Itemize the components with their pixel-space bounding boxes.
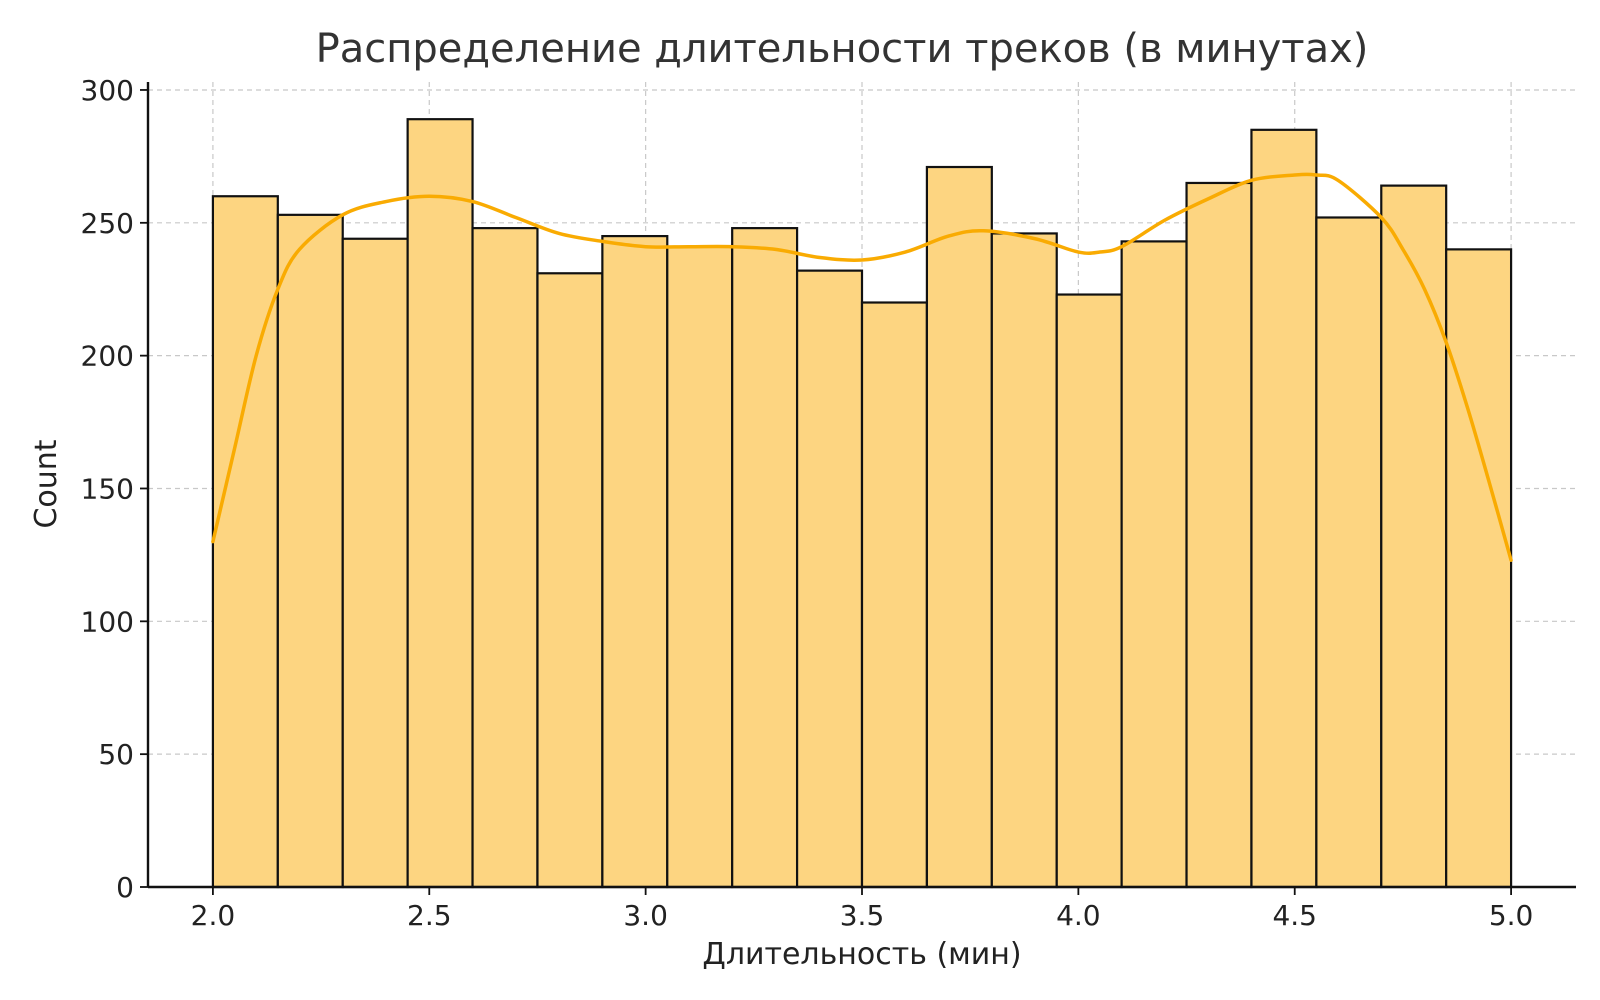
histogram-bar [666, 245, 734, 889]
histogram-bar [601, 234, 669, 889]
x-tick-label: 4.5 [1272, 899, 1317, 932]
y-tick-label: 250 [81, 207, 134, 240]
histogram-bar [1185, 181, 1253, 889]
histogram-bar [795, 269, 864, 889]
histogram-bar [1250, 128, 1318, 889]
histogram-bar [1380, 184, 1448, 889]
y-axis-label: Count [29, 439, 64, 528]
chart-title: Распределение длительности треков (в мин… [316, 26, 1369, 72]
histogram-bar [211, 195, 279, 889]
x-tick-label: 2.0 [191, 899, 236, 932]
x-tick-label: 5.0 [1489, 899, 1534, 932]
histogram-bar [1120, 240, 1188, 889]
x-tick-label: 3.0 [623, 899, 668, 932]
histogram-bar [341, 237, 409, 889]
x-tick-label: 3.5 [840, 899, 885, 932]
x-tick-label: 2.5 [407, 899, 452, 932]
histogram-bar [925, 165, 993, 889]
histogram-bar [471, 227, 539, 889]
x-tick-label: 4.0 [1056, 899, 1101, 932]
y-tick-label: 150 [81, 472, 134, 505]
histogram-bar [536, 272, 604, 889]
histogram-bar [1445, 248, 1513, 889]
x-ticks: 2.0 2.5 3.0 3.5 4.0 4.5 5.0 [191, 887, 1534, 932]
histogram-bar [406, 118, 474, 889]
y-tick-label: 0 [116, 871, 134, 904]
histogram-bar [731, 227, 799, 889]
y-tick-label: 50 [98, 738, 134, 771]
y-tick-label: 300 [81, 74, 134, 107]
y-tick-label: 200 [81, 340, 134, 373]
histogram-bar [1315, 216, 1383, 889]
x-axis-label: Длительность (мин) [702, 937, 1021, 972]
y-ticks: 0 50 100 150 200 250 300 [81, 74, 148, 904]
histogram-bars [211, 118, 1513, 889]
kde-curve [211, 172, 1513, 562]
histogram-bar [990, 232, 1058, 889]
histogram-bar [276, 213, 344, 889]
y-tick-label: 100 [81, 605, 134, 638]
kde-curve-group [211, 172, 1513, 562]
histogram-bar [860, 301, 929, 889]
histogram-bar [1055, 293, 1123, 889]
